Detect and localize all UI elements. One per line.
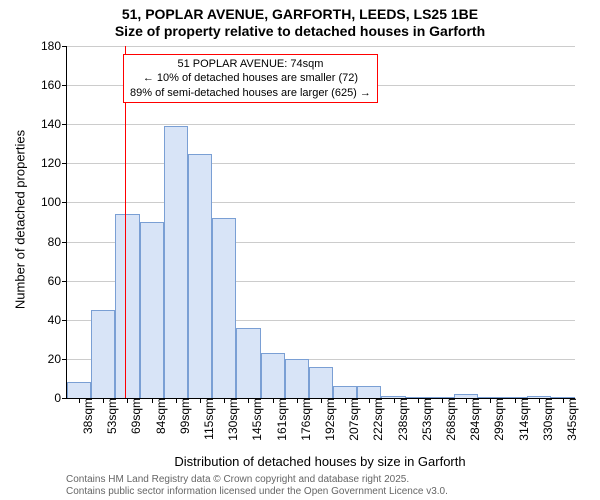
histogram-bar: [188, 154, 212, 398]
footer-line-2: Contains public sector information licen…: [66, 486, 448, 497]
x-tick-label: 314sqm: [511, 398, 531, 441]
histogram-bar: [91, 310, 115, 398]
annotation-line: 89% of semi-detached houses are larger (…: [130, 86, 371, 100]
x-tick-label: 69sqm: [123, 398, 143, 434]
x-tick-label: 115sqm: [196, 398, 216, 440]
histogram-bar: [115, 214, 139, 398]
x-tick-label: 38sqm: [75, 398, 95, 434]
y-tick-mark: [62, 202, 67, 203]
histogram-bar: [309, 367, 333, 398]
x-tick-label: 207sqm: [341, 398, 361, 441]
x-tick-label: 238sqm: [390, 398, 410, 441]
x-tick-label: 299sqm: [486, 398, 506, 441]
gridline: [67, 163, 575, 164]
histogram-bar: [333, 386, 357, 398]
y-tick-mark: [62, 163, 67, 164]
x-tick-label: 284sqm: [462, 398, 482, 441]
histogram-bar: [212, 218, 236, 398]
x-tick-label: 99sqm: [172, 398, 192, 434]
x-tick-label: 268sqm: [438, 398, 458, 441]
y-tick-mark: [62, 124, 67, 125]
y-tick-mark: [62, 242, 67, 243]
histogram-bar: [67, 382, 91, 398]
footer-line-1: Contains HM Land Registry data © Crown c…: [66, 474, 409, 485]
plot-area: 02040608010012014016018038sqm53sqm69sqm8…: [66, 46, 575, 399]
annotation-line: 51 POPLAR AVENUE: 74sqm: [130, 57, 371, 71]
chart-root: 51, POPLAR AVENUE, GARFORTH, LEEDS, LS25…: [0, 0, 600, 500]
title-line-1: 51, POPLAR AVENUE, GARFORTH, LEEDS, LS25…: [0, 6, 600, 23]
annotation-box: 51 POPLAR AVENUE: 74sqm← 10% of detached…: [123, 54, 378, 103]
y-tick-mark: [62, 359, 67, 360]
annotation-line: ← 10% of detached houses are smaller (72…: [130, 71, 371, 85]
y-axis-label: Number of detached properties: [13, 120, 28, 320]
gridline: [67, 46, 575, 47]
histogram-bar: [357, 386, 381, 398]
y-tick-mark: [62, 398, 67, 399]
chart-title-block: 51, POPLAR AVENUE, GARFORTH, LEEDS, LS25…: [0, 6, 600, 40]
x-tick-label: 345sqm: [559, 398, 579, 441]
x-tick-label: 176sqm: [293, 398, 313, 441]
gridline: [67, 202, 575, 203]
x-tick-label: 161sqm: [269, 398, 289, 441]
title-line-2: Size of property relative to detached ho…: [0, 23, 600, 40]
x-tick-label: 84sqm: [148, 398, 168, 434]
x-axis-label: Distribution of detached houses by size …: [66, 454, 574, 469]
gridline: [67, 124, 575, 125]
x-tick-label: 130sqm: [220, 398, 240, 441]
y-tick-mark: [62, 320, 67, 321]
x-tick-label: 145sqm: [244, 398, 264, 441]
histogram-bar: [164, 126, 188, 398]
x-tick-label: 253sqm: [414, 398, 434, 441]
x-tick-label: 330sqm: [535, 398, 555, 441]
histogram-bar: [140, 222, 164, 398]
x-tick-label: 53sqm: [99, 398, 119, 434]
y-tick-mark: [62, 46, 67, 47]
x-tick-label: 222sqm: [365, 398, 385, 441]
histogram-bar: [285, 359, 309, 398]
histogram-bar: [236, 328, 260, 398]
histogram-bar: [261, 353, 285, 398]
x-tick-label: 192sqm: [317, 398, 337, 441]
y-tick-mark: [62, 85, 67, 86]
y-tick-mark: [62, 281, 67, 282]
